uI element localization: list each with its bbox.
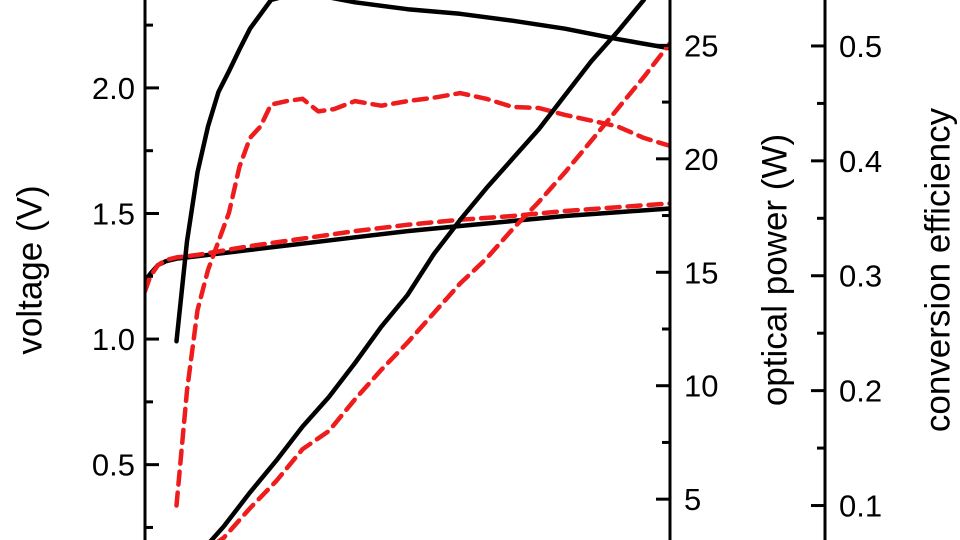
- voltage-tick-label: 2.0: [92, 71, 135, 106]
- conversion-efficiency-axis-title: conversion efficiency: [919, 107, 958, 432]
- conversion-efficiency-tick-label: 0.2: [839, 374, 882, 409]
- conversion-efficiency-tick-label: 0.1: [839, 489, 882, 524]
- optical-power-tick-label: 15: [684, 255, 718, 290]
- optical-power-tick-label: 5: [684, 482, 701, 517]
- conversion-efficiency-tick-label: 0.3: [839, 259, 882, 294]
- optical-power-tick-label: 20: [684, 142, 718, 177]
- voltage-tick-label: 1.0: [92, 322, 135, 357]
- series-line-voltage-black-solid: [145, 206, 670, 284]
- voltage-axis-title: voltage (V): [11, 185, 50, 354]
- series-line-conversion-efficiency-red-dashed: [174, 90, 670, 508]
- optical-power-tick-label: 25: [684, 28, 718, 63]
- conversion-efficiency-tick-label: 0.5: [839, 29, 882, 64]
- voltage-tick-label: 1.5: [92, 196, 135, 231]
- axes-layer: 0.5 1.0 1.5 2.0 voltage (V) 5 10 15 20 25 optical …: [11, 0, 958, 540]
- series-layer: [145, 0, 670, 540]
- conversion-efficiency-tick-label: 0.4: [839, 144, 882, 179]
- series-line-optical-power-red-dashed: [216, 40, 670, 540]
- series-line-conversion-efficiency-black-solid: [174, 0, 670, 344]
- optical-power-tick-label: 10: [684, 369, 718, 404]
- voltage-tick-label: 0.5: [92, 448, 135, 483]
- series-line-optical-power-black-solid: [208, 0, 647, 540]
- optical-power-axis-title: optical power (W): [756, 134, 795, 406]
- series-line-voltage-red-dashed: [145, 201, 670, 294]
